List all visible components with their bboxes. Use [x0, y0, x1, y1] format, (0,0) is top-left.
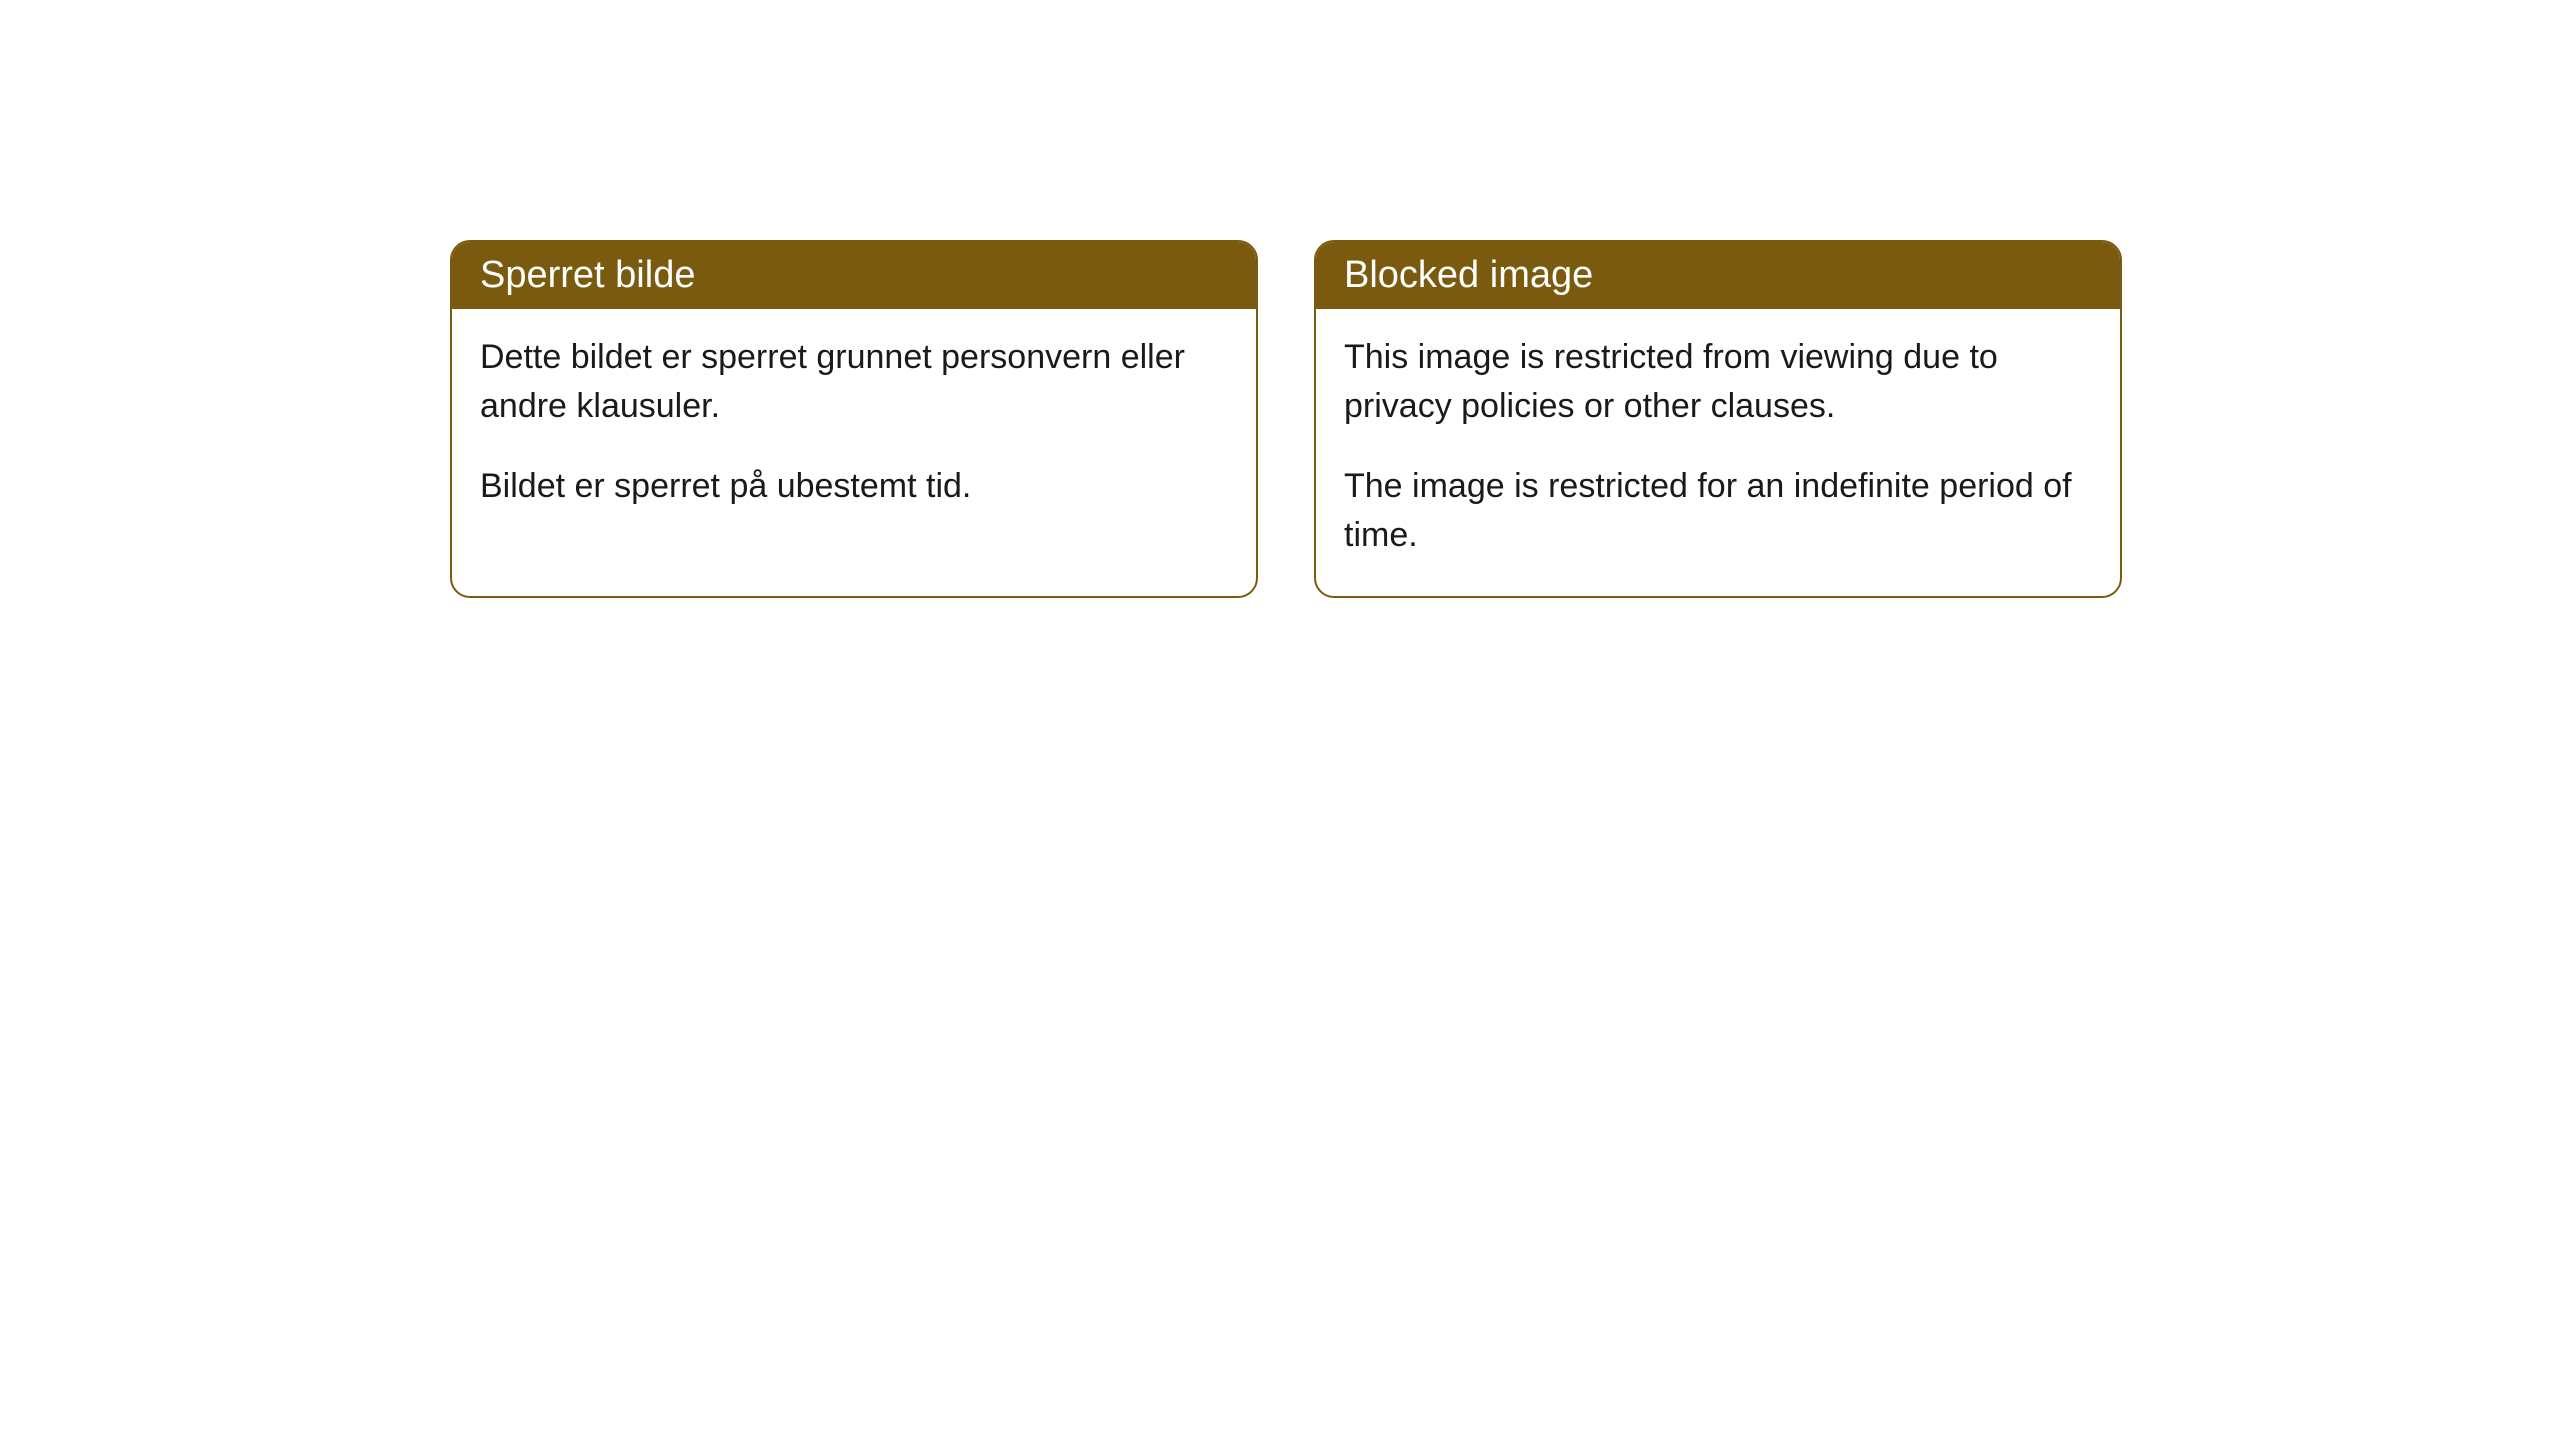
card-body-english: This image is restricted from viewing du… — [1316, 309, 2120, 596]
notice-cards-container: Sperret bilde Dette bildet er sperret gr… — [450, 240, 2122, 598]
card-paragraph: Bildet er sperret på ubestemt tid. — [480, 462, 1228, 511]
card-title: Blocked image — [1344, 254, 1593, 296]
card-body-norwegian: Dette bildet er sperret grunnet personve… — [452, 309, 1256, 547]
card-header-english: Blocked image — [1316, 242, 2120, 309]
card-title: Sperret bilde — [480, 254, 695, 296]
blocked-image-card-english: Blocked image This image is restricted f… — [1314, 240, 2122, 598]
card-paragraph: The image is restricted for an indefinit… — [1344, 462, 2092, 561]
card-header-norwegian: Sperret bilde — [452, 242, 1256, 309]
card-paragraph: Dette bildet er sperret grunnet personve… — [480, 333, 1228, 432]
blocked-image-card-norwegian: Sperret bilde Dette bildet er sperret gr… — [450, 240, 1258, 598]
card-paragraph: This image is restricted from viewing du… — [1344, 333, 2092, 432]
